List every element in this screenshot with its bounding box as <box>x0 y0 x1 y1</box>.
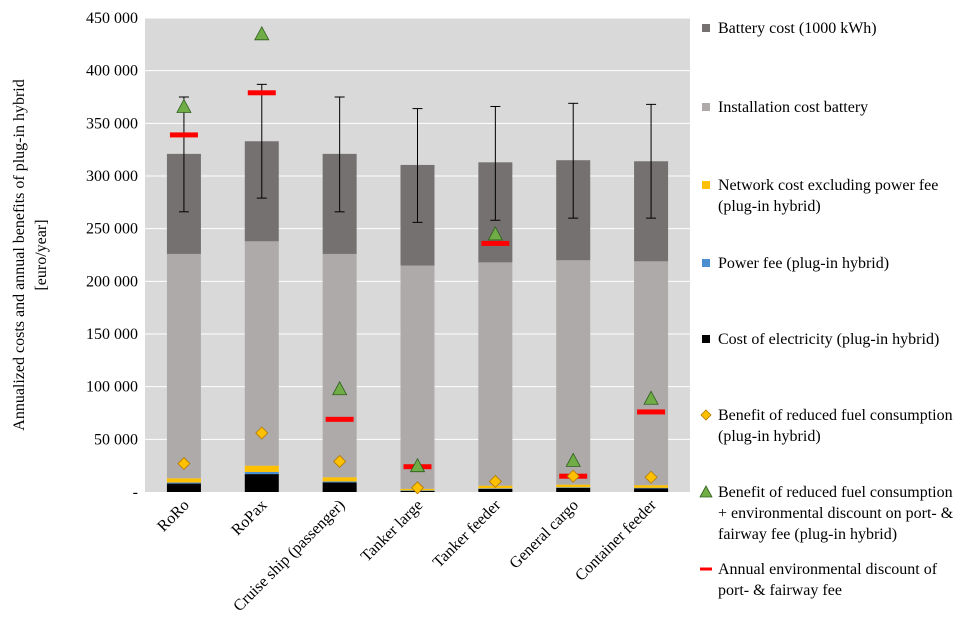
legend-swatch <box>702 259 710 267</box>
legend-label: Installation cost battery <box>718 99 868 116</box>
legend-triangle-icon <box>699 485 713 498</box>
legend-dash-icon <box>700 567 712 571</box>
legend-label: Battery cost (1000 kWh) <box>718 20 877 37</box>
x-tick-label: Tanker feeder <box>430 496 505 571</box>
bar-segment <box>166 483 201 492</box>
marker-triangle <box>409 457 426 473</box>
bar-segment <box>322 253 357 478</box>
marker-triangle <box>643 390 659 405</box>
marker-triangle <box>487 226 504 241</box>
marker-triangle <box>331 380 348 396</box>
y-tick-label: 150 000 <box>86 326 138 343</box>
bar-segment <box>556 484 591 488</box>
y-axis-label-line: Annualized costs and annual benefits of … <box>11 79 28 430</box>
bar-segment <box>478 488 513 489</box>
legend-diamond-icon <box>700 409 712 421</box>
bar-segment <box>244 471 279 475</box>
marker-triangle <box>254 25 270 41</box>
marker-dash <box>247 90 276 96</box>
x-tick-label: General cargo <box>506 497 582 573</box>
y-tick-label: 350 000 <box>86 115 138 132</box>
bar-segment <box>634 488 669 492</box>
legend-swatch <box>702 24 710 32</box>
y-tick-label: 250 000 <box>86 221 138 238</box>
y-tick-label: 50 000 <box>94 431 138 448</box>
marker-dash <box>637 409 666 415</box>
bar-segment <box>556 487 591 492</box>
marker-diamond <box>255 426 269 440</box>
marker-triangle <box>565 452 581 467</box>
bar-segment <box>478 262 513 486</box>
bar-segment <box>322 477 357 482</box>
bar-segment <box>634 261 669 486</box>
marker-dash <box>325 416 354 422</box>
legend-label: Annual environmental discount of port- & … <box>718 561 938 599</box>
marker-diamond <box>566 469 580 483</box>
bar-segment <box>244 465 279 472</box>
y-tick-label: - <box>133 484 138 501</box>
bar-segment <box>556 260 591 485</box>
legend-label: Cost of electricity (plug-in hybrid) <box>718 331 939 348</box>
legend-label: Benefit of reduced fuel consumption + env… <box>718 484 954 543</box>
legend-swatch <box>702 103 710 111</box>
marker-diamond <box>410 481 425 495</box>
y-axis-label-line: [euro/year] <box>33 219 50 290</box>
bar-segment <box>244 474 279 492</box>
marker-diamond <box>644 470 658 484</box>
bar-segment <box>400 265 435 489</box>
x-tick-label: Tanker large <box>358 497 427 566</box>
y-tick-label: 400 000 <box>86 63 138 80</box>
marker-diamond <box>488 474 502 489</box>
marker-dash <box>481 240 510 246</box>
legend: Battery cost (1000 kWh) Installation cost… <box>699 20 954 599</box>
y-axis-label: Annualized costs and annual benefits of … <box>11 79 50 430</box>
bar-segment <box>166 253 201 479</box>
bar-segment <box>166 478 201 483</box>
legend-swatch <box>702 181 710 189</box>
legend-label: Benefit of reduced fuel consumption (plug… <box>718 407 953 445</box>
y-tick-label: 100 000 <box>86 379 138 396</box>
bar-segment <box>634 485 669 488</box>
bar-segment <box>556 487 591 488</box>
error-bars <box>178 83 657 223</box>
x-tick-label: RoRo <box>154 497 192 535</box>
bar-segment <box>322 482 357 492</box>
markers <box>169 25 666 495</box>
marker-dash <box>169 132 198 138</box>
bar-segment <box>322 481 357 483</box>
y-axis-ticks: - 50 000 100 000 150 000 200 000 250 000 300 0… <box>86 10 138 501</box>
marker-diamond <box>177 456 191 471</box>
y-tick-label: 200 000 <box>86 273 138 290</box>
bar-segment <box>634 487 669 489</box>
x-tick-label: Container feeder <box>572 496 660 584</box>
bars <box>166 141 669 492</box>
bar-segment <box>478 488 513 492</box>
y-tick-label: 450 000 <box>86 10 138 27</box>
marker-diamond <box>333 454 347 469</box>
marker-triangle <box>176 98 192 113</box>
legend-swatch <box>702 335 710 343</box>
legend-label: Power fee (plug-in hybrid) <box>718 255 889 272</box>
bar-segment <box>166 482 201 484</box>
legend-label: Network cost excluding power fee (plug-in… <box>718 177 938 215</box>
y-tick-label: 300 000 <box>86 168 138 185</box>
x-tick-label: RoPax <box>228 497 270 539</box>
